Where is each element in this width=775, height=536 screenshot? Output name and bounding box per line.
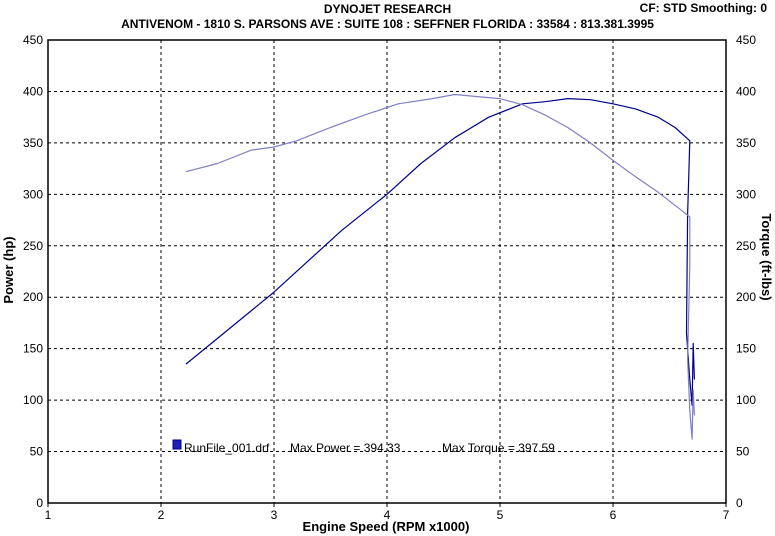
y-tick-label-left: 150	[23, 342, 43, 356]
y-tick-label-right: 150	[736, 342, 756, 356]
x-tick-label: 4	[384, 508, 391, 522]
y-tick-label-right: 250	[736, 239, 756, 253]
y-tick-label-left: 250	[23, 239, 43, 253]
y-tick-label-right: 450	[736, 33, 756, 47]
y-tick-label-left: 100	[23, 393, 43, 407]
y-tick-label-right: 0	[736, 496, 743, 510]
correction-info: CF: STD Smoothing: 0	[639, 1, 767, 15]
x-tick-label: 5	[497, 508, 504, 522]
data-series	[185, 93, 695, 440]
x-tick-label: 2	[158, 508, 165, 522]
torque-curve	[185, 93, 695, 440]
y-axis-label-left: Power (hp)	[1, 236, 16, 303]
y-tick-label-right: 50	[736, 445, 750, 459]
y-tick-label-right: 100	[736, 393, 756, 407]
x-tick-label: 7	[723, 508, 730, 522]
grid-lines	[48, 40, 726, 503]
y-tick-label-left: 200	[23, 290, 43, 304]
y-tick-label-left: 400	[23, 84, 43, 98]
y-tick-label-right: 200	[736, 290, 756, 304]
y-axis-label-right: Torque (ft-lbs)	[759, 213, 774, 300]
power-curve	[185, 97, 695, 406]
x-tick-label: 1	[45, 508, 52, 522]
y-tick-label-left: 0	[36, 496, 43, 510]
legend-run-label: RunFile_001.drf	[184, 441, 270, 455]
plot-area	[47, 39, 727, 504]
legend-swatch	[172, 439, 182, 450]
legend-max-torque: Max Torque = 397.59	[442, 441, 555, 455]
legend-max-power: Max Power = 394.33	[290, 441, 401, 455]
x-tick-label: 6	[610, 508, 617, 522]
y-tick-label-right: 300	[736, 187, 756, 201]
chart-title: DYNOJET RESEARCH	[323, 2, 452, 16]
chart-subtitle: ANTIVENOM - 1810 S. PARSONS AVE : SUITE …	[121, 17, 654, 31]
y-tick-label-left: 450	[23, 33, 43, 47]
x-axis-label: Engine Speed (RPM x1000)	[303, 519, 470, 534]
x-tick-label: 3	[271, 508, 278, 522]
y-tick-label-right: 350	[736, 136, 756, 150]
y-tick-label-right: 400	[736, 84, 756, 98]
y-tick-label-left: 350	[23, 136, 43, 150]
y-tick-label-left: 300	[23, 187, 43, 201]
legend: RunFile_001.drf Max Power = 394.33 Max T…	[172, 439, 555, 455]
y-tick-label-left: 50	[30, 445, 44, 459]
